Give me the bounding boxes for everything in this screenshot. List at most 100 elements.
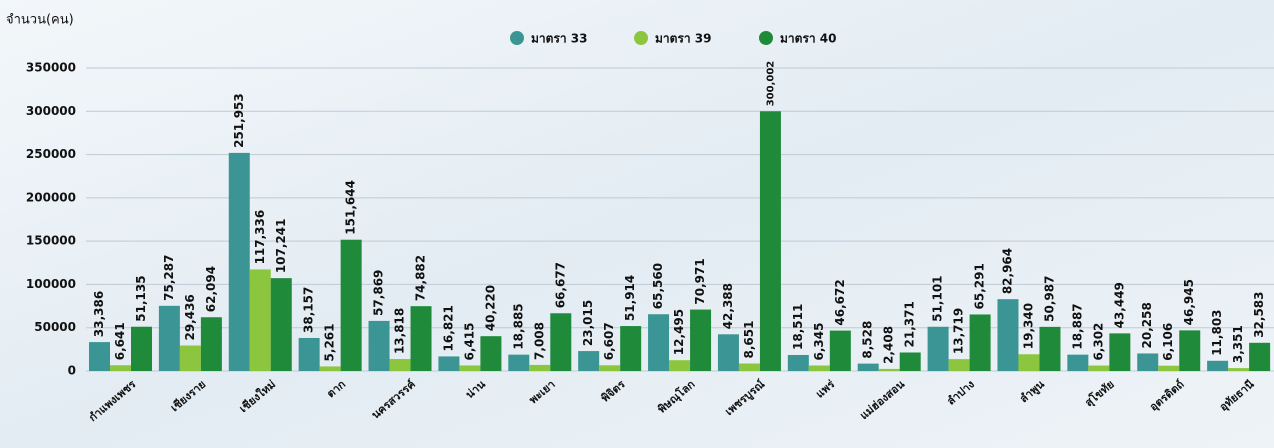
data-label: 75,287 [162,255,176,301]
data-label: 70,971 [693,258,707,304]
legend-label: มาตรา 40 [780,32,837,46]
y-tick-label: 150000 [26,234,76,248]
data-label: 51,101 [931,275,945,321]
data-label: 74,882 [414,255,428,301]
bar [787,354,809,371]
data-label: 107,241 [274,219,288,274]
bar [690,309,712,371]
data-label: 38,157 [302,287,316,333]
data-label: 12,495 [672,309,686,355]
data-label: 8,651 [742,321,756,359]
bar [508,354,530,371]
data-label: 18,887 [1070,303,1084,349]
bar [1018,354,1040,371]
bar [927,326,949,371]
data-label: 11,803 [1210,309,1224,355]
bar [1249,342,1271,371]
bar [529,364,551,371]
data-label: 8,528 [861,321,875,359]
y-tick-label: 50000 [34,320,76,334]
bar [1158,365,1180,371]
bar [158,305,180,371]
bar [969,314,991,371]
bar [1207,360,1229,371]
bar [1228,368,1250,371]
bar [368,320,390,371]
bar [1137,353,1159,371]
bar [1039,326,1061,371]
bar [620,326,642,371]
bar [648,314,670,371]
bar [131,326,152,371]
y-tick-label: 0 [68,364,76,378]
data-label: 13,719 [952,308,966,354]
data-label: 29,436 [183,294,197,340]
data-label: 82,964 [1000,248,1014,294]
data-label: 6,302 [1091,323,1105,361]
bar [389,359,411,371]
bar [410,306,432,371]
bar [808,365,830,371]
bar [270,278,292,371]
data-label: 6,607 [602,322,616,360]
data-label: 6,106 [1161,323,1175,361]
legend-label: มาตรา 33 [531,32,588,46]
bar [857,363,879,371]
bar [899,352,921,371]
bar [200,317,222,371]
data-label: 300,002 [765,61,776,107]
data-label: 23,015 [581,300,595,346]
bar [550,313,572,371]
data-label: 19,340 [1021,303,1035,349]
data-label: 6,345 [812,323,826,361]
data-label: 151,644 [344,180,358,235]
data-label: 66,677 [553,262,567,308]
data-label: 2,408 [882,326,896,364]
y-tick-label: 250000 [26,147,76,161]
data-label: 40,220 [483,285,497,331]
data-label: 20,258 [1140,302,1154,348]
bar [298,337,320,371]
data-label: 6,641 [113,322,127,360]
bar [89,342,110,371]
data-label: 33,386 [92,291,106,337]
data-label: 5,261 [323,323,337,361]
bar [717,334,739,371]
bar [228,152,250,371]
data-label: 251,953 [232,93,246,148]
data-label: 46,672 [833,279,847,325]
legend-label: มาตรา 39 [655,32,712,46]
bar [997,299,1019,371]
bar [878,368,900,371]
y-tick-label: 200000 [26,190,76,204]
bar [578,351,600,371]
data-label: 57,869 [372,270,386,316]
data-label: 42,388 [721,283,735,329]
bar [1067,354,1089,371]
y-axis-label: จำนวน(คน) [6,13,74,28]
bar [829,330,851,371]
bar [179,345,201,371]
bar [249,269,271,371]
bar [669,360,691,371]
bar [1109,333,1131,371]
legend-marker [759,31,773,45]
data-label: 7,008 [532,322,546,360]
bar [599,365,621,371]
bar [1179,330,1201,371]
data-label: 62,094 [204,266,218,312]
bar [759,111,781,371]
y-tick-label: 350000 [26,61,76,75]
data-label: 65,291 [973,263,987,309]
y-tick-label: 300000 [26,104,76,118]
data-label: 65,560 [651,263,665,309]
data-label: 50,987 [1042,276,1056,322]
data-label: 18,511 [791,304,805,350]
bar [438,356,460,371]
data-label: 3,351 [1231,325,1245,363]
data-label: 32,583 [1252,291,1266,337]
bar [110,365,131,371]
bar [480,336,502,371]
